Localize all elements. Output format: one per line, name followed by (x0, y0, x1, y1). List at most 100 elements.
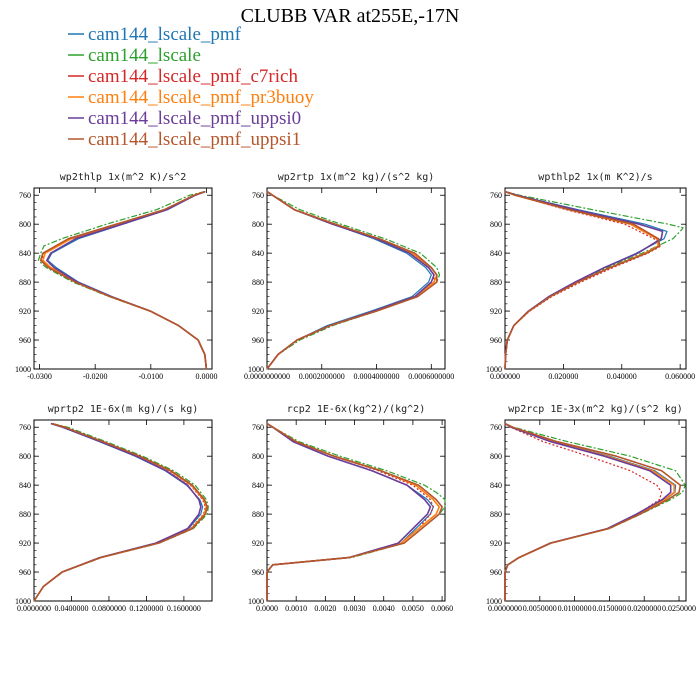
legend-entry: cam144_lscale_pmf_c7rich (68, 66, 298, 87)
series-line (266, 422, 441, 601)
y-tick-label: 920 (252, 307, 264, 316)
x-tick-label: 0.0000000 (488, 604, 522, 613)
y-tick-label: 800 (252, 452, 264, 461)
plot-frame (504, 187, 687, 370)
x-tick-label: 0.0400000 (54, 604, 88, 613)
panel-title: wpthlp2 1x(m K^2)/s (538, 172, 652, 183)
series-line (39, 190, 208, 370)
x-tick-label: 0.0000000000 (244, 372, 290, 381)
series-line (266, 423, 434, 601)
plot-frame (33, 187, 213, 370)
plot-panel: wprtp2 1E-6x(m kg)/(s kg) 760 800 840 880 920… (15, 404, 213, 613)
series-line (266, 422, 432, 601)
plot-frame (266, 187, 446, 370)
x-tick-label: 0.0000 (195, 372, 217, 381)
plot-panel: wp2rtp 1x(m^2 kg)/(s^2 kg) 760 800 840 880 92… (244, 172, 454, 381)
y-tick-label: 1000 (15, 597, 31, 606)
series-line (266, 423, 446, 601)
panel-title: wp2rtp 1x(m^2 kg)/(s^2 kg) (278, 172, 435, 183)
y-tick-label: 840 (490, 481, 502, 490)
legend-label: cam144_lscale (88, 45, 201, 66)
series-line (504, 191, 684, 370)
y-tick-label: 960 (252, 336, 264, 345)
y-tick-label: 800 (19, 220, 31, 229)
series-line (266, 191, 435, 370)
y-tick-label: 960 (19, 336, 31, 345)
x-tick-label: 0.0150000 (592, 604, 626, 613)
x-tick-label: 0.0060 (431, 604, 453, 613)
y-tick-label: 920 (19, 539, 31, 548)
panel-title: wp2thlp 1x(m^2 K)/s^2 (60, 172, 186, 183)
y-tick-label: 800 (19, 452, 31, 461)
x-tick-label: 0.0040 (373, 604, 395, 613)
y-tick-label: 960 (490, 336, 502, 345)
y-tick-label: 960 (252, 568, 264, 577)
legend-label: cam144_lscale_pmf_c7rich (88, 66, 298, 87)
x-tick-label: 0.000000 (490, 372, 520, 381)
y-tick-label: 880 (252, 510, 264, 519)
y-tick-label: 880 (19, 510, 31, 519)
panel-title: rcp2 1E-6x(kg^2)/(kg^2) (287, 404, 425, 415)
y-tick-label: 760 (252, 423, 264, 432)
y-tick-label: 920 (19, 307, 31, 316)
y-tick-label: 960 (19, 568, 31, 577)
series-line (41, 191, 207, 370)
y-tick-label: 840 (19, 249, 31, 258)
y-tick-label: 840 (252, 249, 264, 258)
panel-title: wprtp2 1E-6x(m kg)/(s kg) (48, 404, 199, 415)
y-tick-label: 1000 (486, 597, 502, 606)
x-tick-label: -0.0200 (83, 372, 108, 381)
y-tick-label: 800 (490, 220, 502, 229)
y-tick-label: 1000 (486, 365, 502, 374)
plot-panel: wpthlp2 1x(m K^2)/s 760 800 840 880 920 960 100… (486, 172, 695, 381)
x-tick-label: 0.0000 (256, 604, 278, 613)
x-tick-label: 0.0800000 (92, 604, 126, 613)
y-tick-label: 760 (252, 191, 264, 200)
plot-panel: rcp2 1E-6x(kg^2)/(kg^2) 760 800 840 880 920 96… (248, 404, 453, 613)
x-tick-label: 0.0050000 (523, 604, 557, 613)
y-tick-label: 880 (490, 510, 502, 519)
legend-label: cam144_lscale_pmf_uppsi1 (88, 129, 301, 150)
x-tick-label: 0.0002000000 (299, 372, 345, 381)
series-line (37, 191, 207, 370)
y-tick-label: 880 (490, 278, 502, 287)
series-line (266, 422, 443, 601)
x-tick-label: 0.0010 (285, 604, 307, 613)
x-tick-label: 0.0250000 (662, 604, 696, 613)
series-line (266, 191, 441, 370)
x-tick-label: -0.0100 (138, 372, 163, 381)
x-tick-label: 0.0006000000 (408, 372, 454, 381)
series-line (266, 190, 438, 370)
series-line (33, 422, 209, 602)
y-tick-label: 760 (490, 423, 502, 432)
legend-label: cam144_lscale_pmf_uppsi0 (88, 108, 301, 129)
y-tick-label: 840 (490, 249, 502, 258)
x-tick-label: 0.0100000 (558, 604, 592, 613)
legend-label: cam144_lscale_pmf_pr3buoy (88, 87, 314, 108)
y-tick-label: 840 (252, 481, 264, 490)
y-tick-label: 1000 (248, 597, 264, 606)
x-tick-label: 0.0020 (314, 604, 336, 613)
plot-frame (504, 419, 687, 602)
y-tick-label: 760 (490, 191, 502, 200)
x-tick-label: -0.0300 (27, 372, 52, 381)
y-tick-label: 920 (490, 307, 502, 316)
series-line (42, 190, 208, 370)
x-tick-label: 0.1200000 (129, 604, 163, 613)
legend: cam144_lscale_pmf cam144_lscale cam144_l… (68, 24, 314, 150)
y-tick-label: 760 (19, 423, 31, 432)
series-line (266, 190, 435, 370)
x-tick-label: 0.040000 (607, 372, 637, 381)
plot-frame (266, 419, 446, 602)
x-tick-label: 0.020000 (548, 372, 578, 381)
plot-panel: wp2thlp 1x(m^2 K)/s^2 760 800 840 880 920 960 1… (15, 172, 217, 381)
y-tick-label: 920 (490, 539, 502, 548)
x-tick-label: 0.0200000 (627, 604, 661, 613)
y-tick-label: 800 (252, 220, 264, 229)
legend-label: cam144_lscale_pmf (88, 24, 242, 45)
series-line (266, 423, 434, 601)
legend-entry: cam144_lscale_pmf_uppsi1 (68, 129, 301, 150)
plot-panels: wp2thlp 1x(m^2 K)/s^2 760 800 840 880 920 960 1… (15, 172, 696, 613)
y-tick-label: 880 (19, 278, 31, 287)
